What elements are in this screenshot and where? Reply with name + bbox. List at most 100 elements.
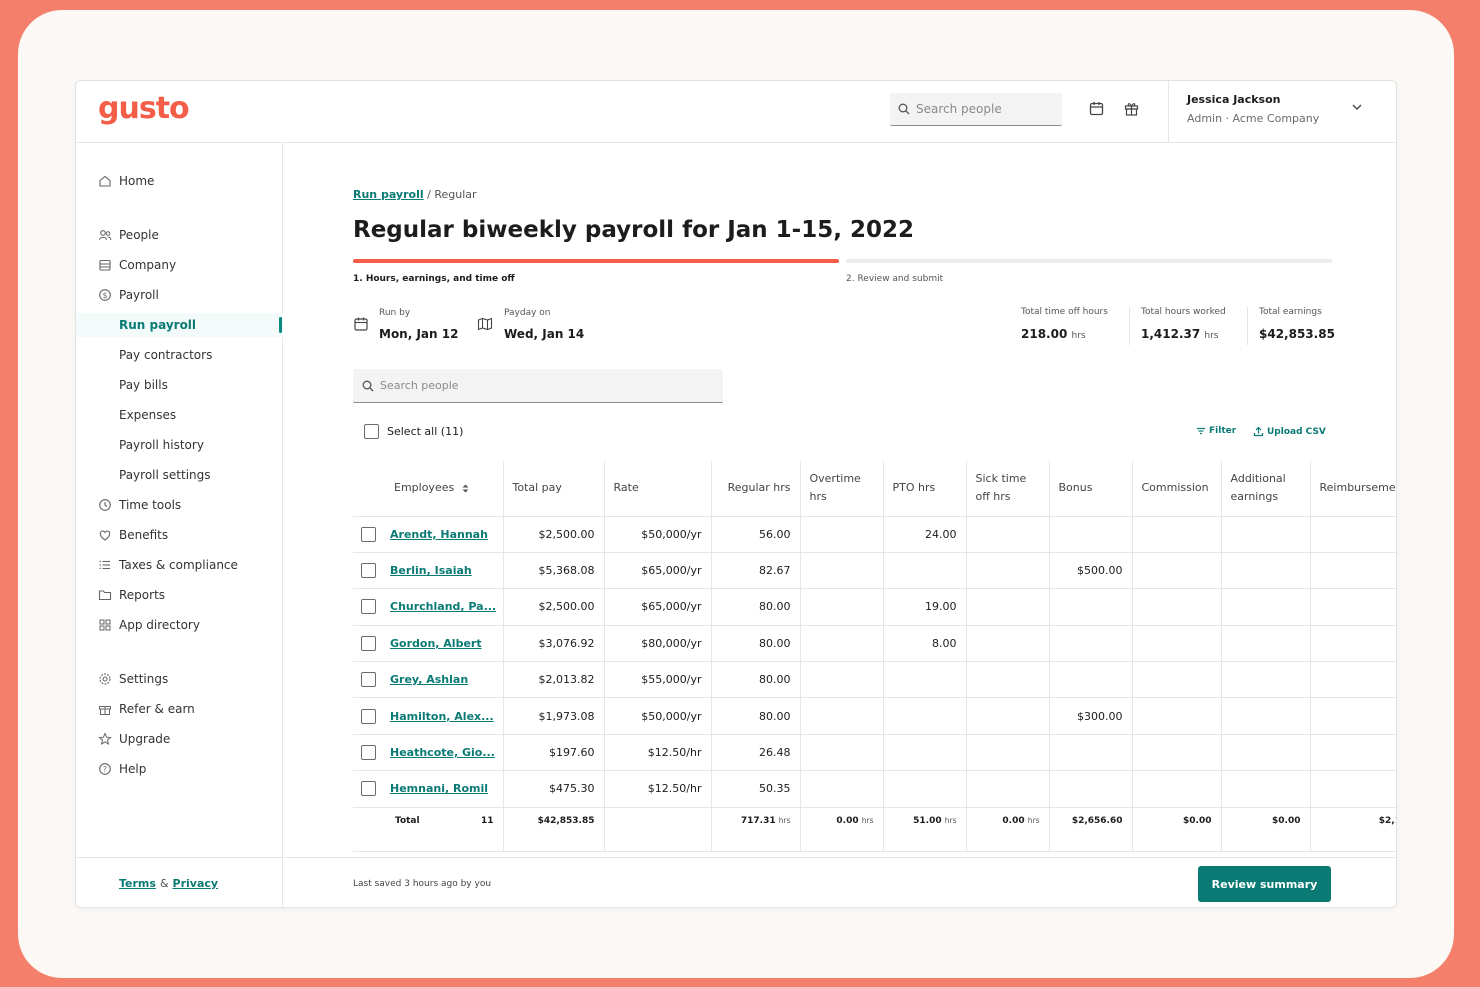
table-cell[interactable] — [1132, 552, 1222, 590]
table-cell[interactable] — [1132, 770, 1222, 808]
table-cell[interactable]: 80.00 — [711, 588, 801, 626]
table-cell[interactable] — [1310, 661, 1396, 699]
table-cell[interactable] — [1221, 734, 1311, 772]
select-all[interactable]: Select all (11) — [364, 424, 463, 439]
sidebar-item-settings[interactable]: Settings — [76, 667, 283, 691]
breadcrumb-run-payroll-link[interactable]: Run payroll — [353, 188, 424, 201]
sidebar-item-refer-earn[interactable]: Refer & earn — [76, 697, 283, 721]
table-cell[interactable]: $65,000/yr — [604, 588, 712, 626]
table-cell[interactable] — [1049, 770, 1133, 808]
table-cell[interactable] — [1132, 734, 1222, 772]
table-cell[interactable] — [1049, 661, 1133, 699]
employee-name-link[interactable]: Arendt, Hannah — [390, 527, 488, 541]
table-cell[interactable] — [883, 770, 967, 808]
gift-icon[interactable] — [1122, 99, 1140, 117]
employee-name-link[interactable]: Grey, Ashlan — [390, 673, 469, 687]
employee-name-link[interactable]: Hamilton, Alex... — [390, 709, 494, 723]
table-cell[interactable]: 80.00 — [711, 697, 801, 735]
row-checkbox[interactable] — [361, 563, 376, 579]
table-cell[interactable] — [1132, 661, 1222, 699]
table-cell[interactable] — [883, 734, 967, 772]
table-cell[interactable] — [966, 734, 1050, 772]
table-cell[interactable]: 50.35 — [711, 770, 801, 808]
sidebar-item-home[interactable]: Home — [76, 169, 283, 193]
table-cell[interactable] — [966, 588, 1050, 626]
row-checkbox[interactable] — [361, 745, 376, 761]
table-cell[interactable] — [1310, 697, 1396, 735]
table-cell[interactable] — [1221, 552, 1311, 590]
table-cell[interactable]: $2,500.00 — [503, 516, 605, 553]
table-cell[interactable]: 82.67 — [711, 552, 801, 590]
table-cell[interactable]: $197.60 — [503, 734, 605, 772]
table-cell[interactable]: $500.00 — [1049, 552, 1133, 590]
sidebar-item-taxes[interactable]: Taxes & compliance — [76, 553, 283, 577]
row-checkbox[interactable] — [361, 599, 376, 615]
table-cell[interactable] — [1221, 625, 1311, 663]
table-cell[interactable] — [800, 588, 884, 626]
table-cell[interactable]: 80.00 — [711, 661, 801, 699]
sidebar-item-company[interactable]: Company — [76, 253, 283, 277]
table-cell[interactable]: $80,000/yr — [604, 625, 712, 663]
employee-name-link[interactable]: Churchland, Pa... — [390, 600, 497, 614]
table-cell[interactable] — [1221, 516, 1311, 553]
table-cell[interactable]: 80.00 — [711, 625, 801, 663]
table-cell[interactable] — [1221, 588, 1311, 626]
terms-link[interactable]: Terms — [119, 877, 156, 890]
table-cell[interactable] — [883, 697, 967, 735]
table-cell[interactable]: $5,368.08 — [503, 552, 605, 590]
employee-name-link[interactable]: Berlin, Isaiah — [390, 564, 472, 578]
sidebar-item-pay-contractors[interactable]: Pay contractors — [76, 343, 283, 367]
table-cell[interactable] — [1310, 552, 1396, 590]
sidebar-item-payroll-settings[interactable]: Payroll settings — [76, 463, 283, 487]
table-cell[interactable]: $2,500.00 — [503, 588, 605, 626]
sidebar-item-payroll[interactable]: $ Payroll — [76, 283, 283, 307]
table-cell[interactable] — [800, 552, 884, 590]
table-cell[interactable]: $50,000/yr — [604, 516, 712, 553]
review-summary-button[interactable]: Review summary — [1198, 866, 1331, 902]
row-checkbox[interactable] — [361, 526, 376, 542]
table-cell[interactable]: $50,000/yr — [604, 697, 712, 735]
sidebar-item-pay-bills[interactable]: Pay bills — [76, 373, 283, 397]
table-cell[interactable] — [800, 625, 884, 663]
employee-name-link[interactable]: Hemnani, Romil — [390, 782, 489, 796]
privacy-link[interactable]: Privacy — [172, 877, 219, 890]
table-cell[interactable] — [800, 734, 884, 772]
table-cell[interactable] — [966, 552, 1050, 590]
table-cell[interactable]: $475.30 — [503, 770, 605, 808]
table-cell[interactable] — [966, 697, 1050, 735]
table-cell[interactable] — [800, 661, 884, 699]
table-cell[interactable] — [1221, 661, 1311, 699]
table-cell[interactable] — [883, 552, 967, 590]
table-cell[interactable] — [1310, 516, 1396, 553]
table-cell[interactable]: 56.00 — [711, 516, 801, 553]
sidebar-item-reports[interactable]: Reports — [76, 583, 283, 607]
table-cell[interactable] — [966, 516, 1050, 553]
sidebar-item-payroll-history[interactable]: Payroll history — [76, 433, 283, 457]
sidebar-item-run-payroll[interactable]: Run payroll — [76, 313, 283, 337]
table-cell[interactable] — [800, 516, 884, 553]
table-cell[interactable] — [1310, 734, 1396, 772]
table-cell[interactable] — [1310, 588, 1396, 626]
sidebar-item-app-directory[interactable]: App directory — [76, 613, 283, 637]
sidebar-item-time-tools[interactable]: Time tools — [76, 493, 283, 517]
table-cell[interactable] — [1221, 770, 1311, 808]
table-cell[interactable] — [1049, 734, 1133, 772]
calendar-icon[interactable] — [1087, 99, 1105, 117]
row-checkbox[interactable] — [361, 708, 376, 724]
sidebar-item-benefits[interactable]: Benefits — [76, 523, 283, 547]
table-cell[interactable]: $55,000/yr — [604, 661, 712, 699]
user-menu[interactable]: Jessica Jackson Admin · Acme Company — [1168, 81, 1396, 143]
table-cell[interactable]: $3,076.92 — [503, 625, 605, 663]
table-cell[interactable] — [1049, 516, 1133, 553]
select-all-checkbox[interactable] — [364, 424, 379, 439]
table-cell[interactable]: 8.00 — [883, 625, 967, 663]
sidebar-item-people[interactable]: People — [76, 223, 283, 247]
row-checkbox[interactable] — [361, 635, 376, 651]
table-cell[interactable] — [1132, 516, 1222, 553]
table-cell[interactable] — [1221, 697, 1311, 735]
table-cell[interactable]: $65,000/yr — [604, 552, 712, 590]
sidebar-item-expenses[interactable]: Expenses — [76, 403, 283, 427]
sidebar-item-help[interactable]: ? Help — [76, 757, 283, 781]
table-cell[interactable]: 19.00 — [883, 588, 967, 626]
table-cell[interactable] — [883, 661, 967, 699]
